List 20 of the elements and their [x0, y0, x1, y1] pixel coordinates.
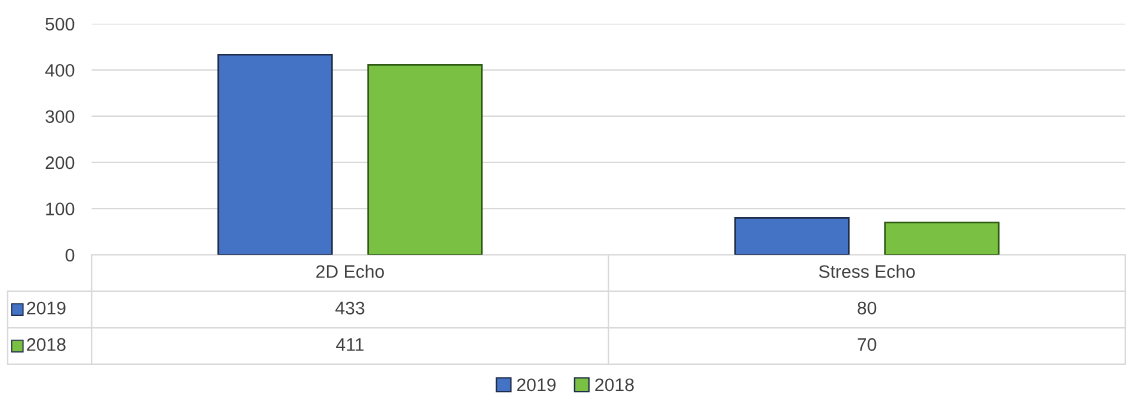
text: 2019: [27, 301, 66, 315]
x-tick-label: Stress Echo: [819, 264, 915, 278]
text: 2018: [27, 338, 66, 351]
y-tick-label: 400: [45, 63, 75, 77]
y-tick-label: 500: [45, 17, 75, 31]
bar: [734, 217, 850, 255]
y-tick-label: 300: [45, 110, 75, 123]
y-tick-label: 0: [65, 248, 75, 262]
data-label: 411: [336, 338, 364, 351]
data-label: 433: [335, 301, 365, 315]
legend-label: 2018: [595, 378, 634, 392]
bar: [217, 53, 333, 255]
legend-label: 2019: [517, 378, 556, 392]
bar: [884, 221, 1000, 255]
y-tick-label: 200: [45, 156, 75, 170]
x-tick-label: 2D Echo: [316, 264, 384, 278]
bar: [367, 64, 483, 255]
data-label: 70: [857, 338, 877, 351]
data-label: 80: [857, 301, 877, 315]
y-tick-label: 100: [46, 202, 75, 216]
